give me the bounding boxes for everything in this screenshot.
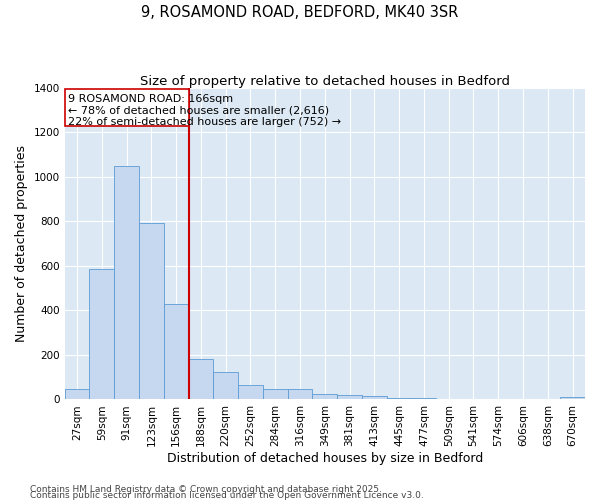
Text: Contains public sector information licensed under the Open Government Licence v3: Contains public sector information licen…	[30, 491, 424, 500]
Bar	[412, 398, 436, 400]
Bar	[65, 389, 89, 400]
Text: 9, ROSAMOND ROAD, BEDFORD, MK40 3SR: 9, ROSAMOND ROAD, BEDFORD, MK40 3SR	[142, 5, 458, 20]
X-axis label: Distribution of detached houses by size in Bedford: Distribution of detached houses by size …	[167, 452, 483, 465]
Bar	[139, 222, 164, 400]
Text: 9 ROSAMOND ROAD: 166sqm: 9 ROSAMOND ROAD: 166sqm	[68, 94, 233, 104]
Bar	[560, 397, 585, 400]
Bar	[214, 372, 238, 400]
Bar	[313, 394, 337, 400]
Bar	[238, 385, 263, 400]
Title: Size of property relative to detached houses in Bedford: Size of property relative to detached ho…	[140, 75, 510, 88]
Text: 22% of semi-detached houses are larger (752) →: 22% of semi-detached houses are larger (…	[68, 116, 341, 126]
Bar	[287, 389, 313, 400]
Text: ← 78% of detached houses are smaller (2,616): ← 78% of detached houses are smaller (2,…	[68, 105, 329, 115]
Bar	[65, 89, 188, 126]
Bar	[164, 304, 188, 400]
Bar	[114, 166, 139, 400]
Bar	[188, 360, 214, 400]
Bar	[362, 396, 387, 400]
Text: Contains HM Land Registry data © Crown copyright and database right 2025.: Contains HM Land Registry data © Crown c…	[30, 485, 382, 494]
Bar	[387, 398, 412, 400]
Y-axis label: Number of detached properties: Number of detached properties	[15, 145, 28, 342]
Bar	[89, 270, 114, 400]
Bar	[337, 394, 362, 400]
Bar	[263, 389, 287, 400]
